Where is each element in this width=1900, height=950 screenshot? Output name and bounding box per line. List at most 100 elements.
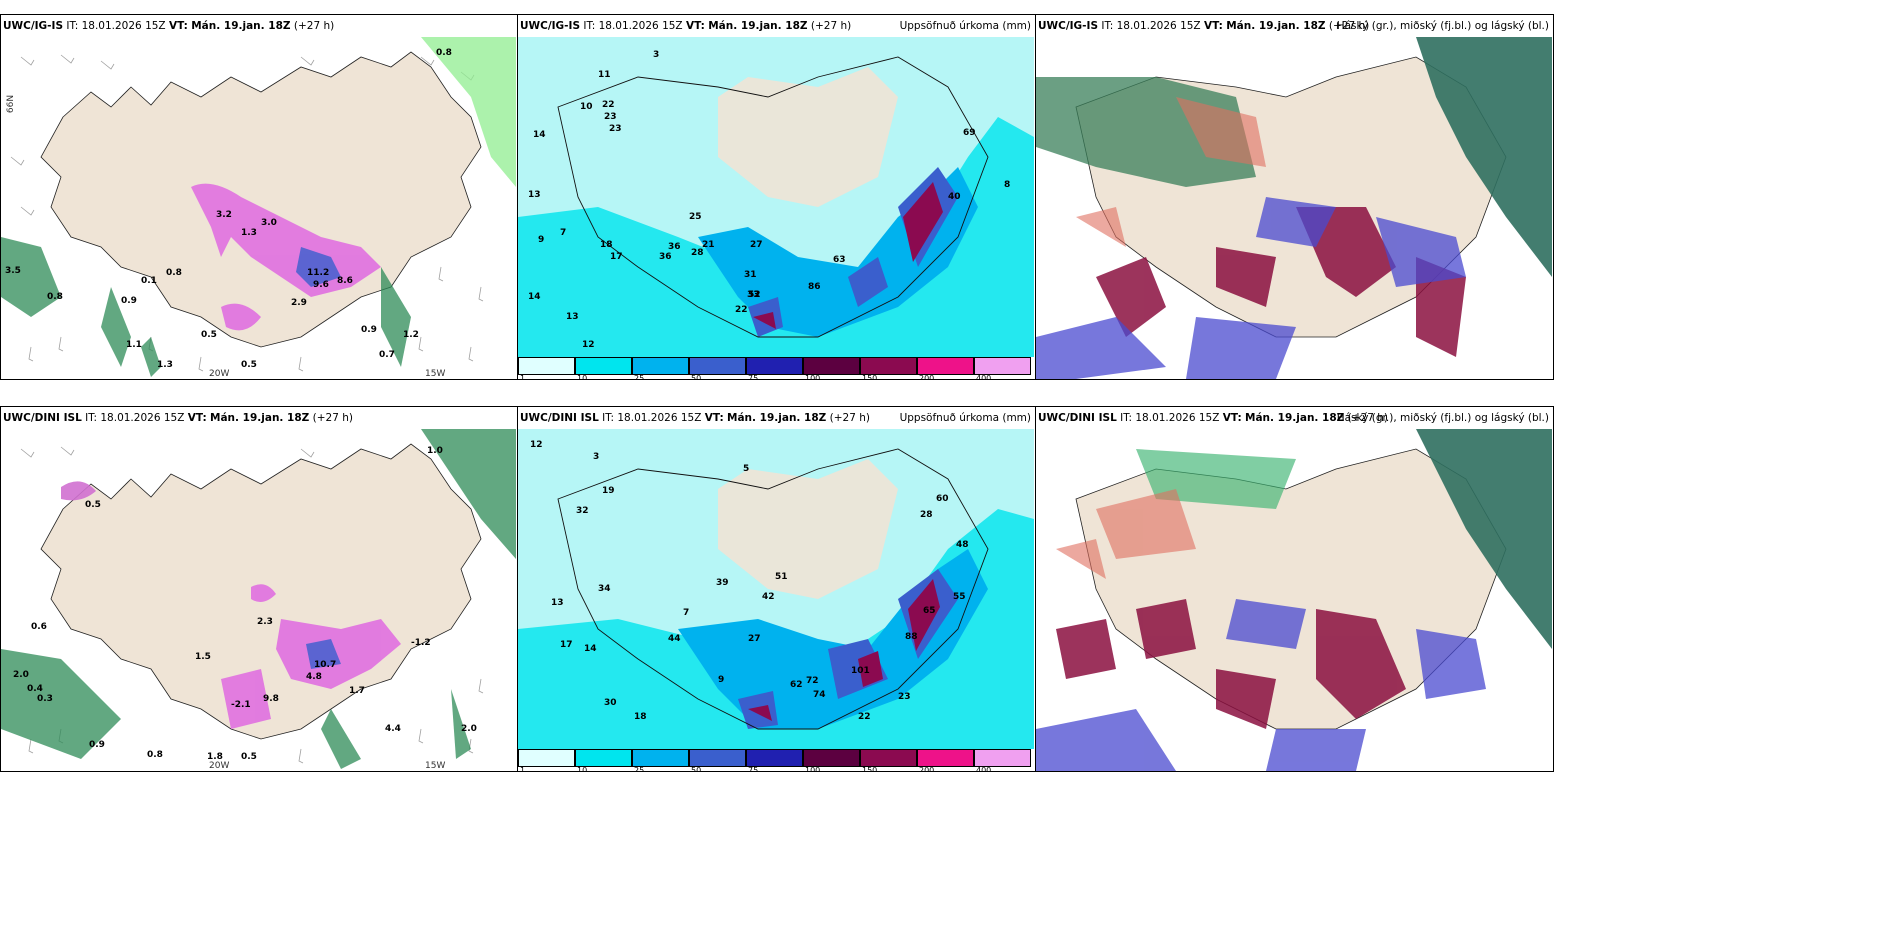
svg-text:60: 60 [936, 494, 949, 504]
svg-text:36: 36 [668, 242, 681, 252]
svg-text:86: 86 [808, 282, 821, 292]
svg-text:1.7: 1.7 [349, 686, 365, 696]
svg-text:7: 7 [560, 228, 566, 238]
legend-tick-label: 25 [634, 766, 645, 772]
map-canvas: 3 11 10 22 23 14 13 9 17 18 31 63 36 52 … [518, 37, 1034, 357]
svg-text:27: 27 [748, 634, 761, 644]
svg-text:44: 44 [668, 634, 681, 644]
svg-text:1.8: 1.8 [207, 752, 223, 762]
value-label: 8.6 [337, 276, 353, 286]
tl-value-labels: 0.8 3.5 3.2 3.0 1.3 11.2 9.6 8.6 0.8 0.9… [5, 48, 452, 370]
svg-text:48: 48 [956, 540, 969, 550]
svg-text:2.3: 2.3 [257, 617, 273, 627]
legend-swatch [746, 749, 803, 767]
svg-text:101: 101 [851, 666, 870, 676]
svg-text:40: 40 [948, 192, 961, 202]
legend-tick-label: 400 [976, 766, 992, 772]
legend-swatch [917, 749, 974, 767]
svg-text:7: 7 [683, 608, 689, 618]
legend-tick-label: 150 [862, 374, 878, 380]
svg-text:30: 30 [604, 698, 617, 708]
map-canvas: 12 32 19 3 60 28 39 51 42 101 88 62 72 7… [518, 429, 1034, 749]
svg-text:18: 18 [600, 240, 613, 250]
svg-text:34: 34 [598, 584, 611, 594]
svg-text:25: 25 [689, 212, 702, 222]
legend-swatch [518, 357, 575, 375]
svg-text:1.0: 1.0 [427, 446, 443, 456]
svg-text:22: 22 [858, 712, 871, 722]
svg-text:55: 55 [953, 592, 966, 602]
svg-text:28: 28 [920, 510, 933, 520]
panel-right-title: Háský (gr.), miðský (fj.bl.) og lágský (… [1336, 412, 1549, 424]
panel-bottom-right-clouds: UWC/DINI ISL IT: 18.01.2026 15Z VT: Mán.… [1035, 406, 1554, 772]
svg-text:36: 36 [659, 252, 672, 262]
panel-title: UWC/IG-IS IT: 18.01.2026 15Z VT: Mán. 19… [1036, 15, 1553, 37]
tm-value-labels: 3 11 10 22 23 14 13 9 17 18 31 63 36 52 … [528, 50, 1010, 350]
value-label: 9.6 [313, 280, 329, 290]
legend-tick-label: 10 [577, 766, 588, 772]
value-label: 3.0 [261, 218, 277, 228]
map-canvas: 1.0 0.5 0.6 2.0 0.4 0.3 2.3 1.5 10.7 4.8… [1, 429, 516, 771]
lon-label: 15W [425, 761, 446, 771]
legend-tick-label: 400 [976, 374, 992, 380]
panel-title: UWC/IG-IS IT: 18.01.2026 15Z VT: Mán. 19… [1, 15, 517, 37]
lon-label: 20W [209, 369, 230, 379]
legend-tick-label: 1 [520, 374, 526, 380]
panel-top-right-clouds: UWC/IG-IS IT: 18.01.2026 15Z VT: Mán. 19… [1035, 14, 1554, 380]
value-label: 1.2 [403, 330, 419, 340]
panel-top-mid-accum-precip: UWC/IG-IS IT: 18.01.2026 15Z VT: Mán. 19… [517, 14, 1036, 380]
legend-swatch [974, 357, 1031, 375]
svg-text:17: 17 [610, 252, 623, 262]
svg-text:4.8: 4.8 [306, 672, 322, 682]
legend-tick-label: 75 [748, 374, 759, 380]
panel-title: UWC/IG-IS IT: 18.01.2026 15Z VT: Mán. 19… [518, 15, 1035, 37]
legend-tick-label: 200 [919, 766, 935, 772]
svg-text:0.4: 0.4 [27, 684, 43, 694]
svg-text:2.0: 2.0 [13, 670, 29, 680]
legend-swatch [917, 357, 974, 375]
panel-bottom-mid-accum-precip: UWC/DINI ISL IT: 18.01.2026 15Z VT: Mán.… [517, 406, 1036, 772]
panel-title: UWC/DINI ISL IT: 18.01.2026 15Z VT: Mán.… [1036, 407, 1553, 429]
legend-swatch [974, 749, 1031, 767]
svg-text:12: 12 [530, 440, 543, 450]
legend-swatch [803, 749, 860, 767]
svg-text:1.5: 1.5 [195, 652, 211, 662]
legend-tick-label: 25 [634, 374, 645, 380]
value-label: 0.8 [436, 48, 452, 58]
value-label: 1.3 [157, 360, 173, 370]
svg-text:31: 31 [744, 270, 757, 280]
lon-label: 20W [209, 761, 230, 771]
svg-text:11: 11 [598, 70, 611, 80]
legend-swatch [860, 749, 917, 767]
value-label: 11.2 [307, 268, 329, 278]
svg-text:52: 52 [748, 290, 761, 300]
panel-title: UWC/DINI ISL IT: 18.01.2026 15Z VT: Mán.… [1, 407, 517, 429]
map-canvas [1036, 37, 1552, 379]
svg-text:14: 14 [584, 644, 597, 654]
svg-text:13: 13 [551, 598, 564, 608]
svg-text:0.5: 0.5 [85, 500, 101, 510]
legend-swatch [575, 749, 632, 767]
value-label: 0.5 [241, 360, 257, 370]
value-label: 0.1 [141, 276, 157, 286]
lat-label: 66N [6, 94, 17, 114]
svg-text:13: 13 [566, 312, 579, 322]
svg-text:4.4: 4.4 [385, 724, 401, 734]
svg-text:9: 9 [718, 675, 724, 685]
svg-text:19: 19 [602, 486, 615, 496]
svg-text:28: 28 [691, 248, 704, 258]
value-label: 3.5 [5, 266, 21, 276]
svg-text:27: 27 [750, 240, 763, 250]
svg-text:74: 74 [813, 690, 826, 700]
panel-right-title: Uppsöfnuð úrkoma (mm) [899, 412, 1031, 424]
legend-swatch [860, 357, 917, 375]
svg-text:17: 17 [560, 640, 573, 650]
svg-text:33: 33 [747, 290, 760, 300]
legend-tick-label: 150 [862, 766, 878, 772]
legend-tick-label: 10 [577, 374, 588, 380]
svg-text:63: 63 [833, 255, 846, 265]
svg-text:22: 22 [602, 100, 615, 110]
svg-text:12: 12 [582, 340, 595, 350]
legend-swatch [689, 749, 746, 767]
value-label: 2.9 [291, 298, 307, 308]
